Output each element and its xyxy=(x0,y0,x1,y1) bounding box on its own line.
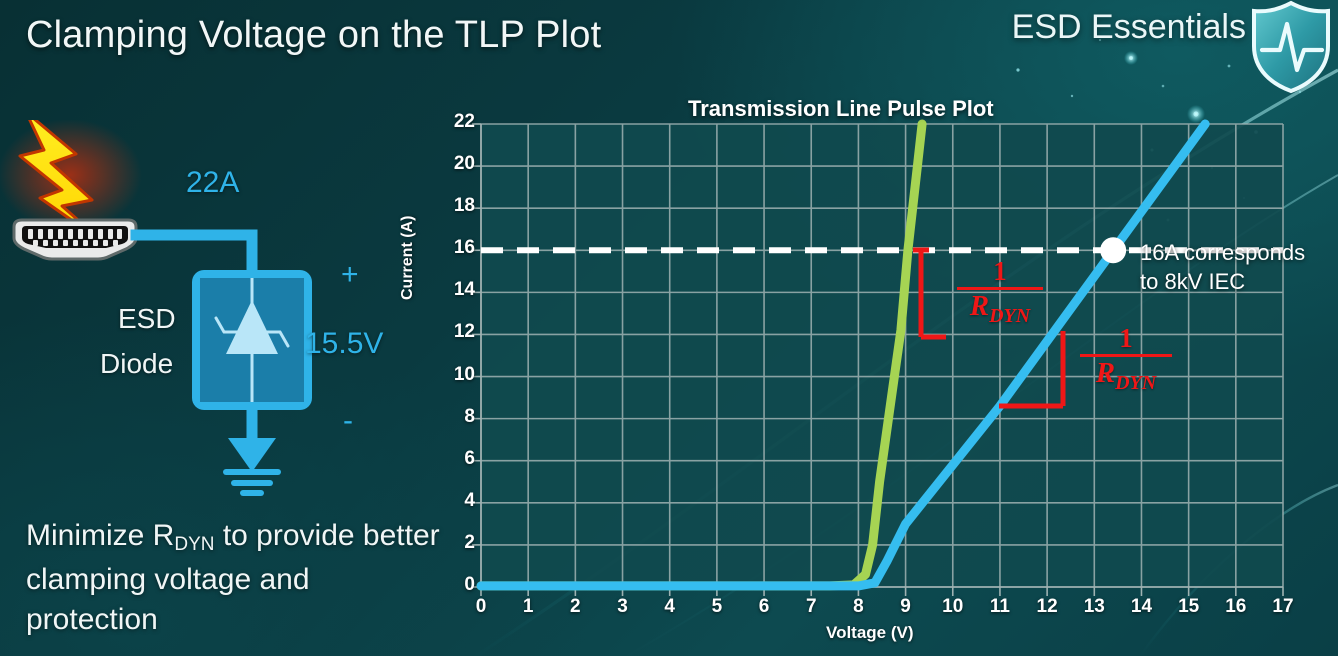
slope-numerator: 1 xyxy=(993,256,1007,286)
y-tick-4: 4 xyxy=(464,489,475,511)
x-tick-0: 0 xyxy=(475,596,487,617)
fraction-bar xyxy=(957,287,1043,290)
x-tick-labels: 0 1 2 3 4 5 6 7 8 9 10 11 12 13 14 15 16 17 xyxy=(0,596,1338,626)
clamp-voltage-label: 15.5V xyxy=(305,327,384,360)
x-tick-16: 16 xyxy=(1225,596,1247,617)
y-tick-22: 22 xyxy=(453,111,475,132)
x-tick-4: 4 xyxy=(664,596,675,617)
chart-title: Transmission Line Pulse Plot xyxy=(688,96,994,121)
x-tick-10: 10 xyxy=(942,596,964,617)
device-label-line1: ESD xyxy=(118,303,176,334)
slope-numerator: 1 xyxy=(1119,323,1133,353)
x-tick-17: 17 xyxy=(1272,596,1294,617)
bottom-note-prefix: Minimize R xyxy=(26,519,175,552)
polarity-plus-label: + xyxy=(341,258,359,291)
clamping-point-marker xyxy=(1100,237,1127,264)
axis-tick-marks xyxy=(472,123,1284,596)
y-tick-16: 16 xyxy=(453,237,475,259)
x-tick-2: 2 xyxy=(570,596,581,617)
x-tick-15: 15 xyxy=(1178,596,1200,617)
marker-annotation-line2: to 8kV IEC xyxy=(1140,269,1246,294)
slope-denominator-sub: DYN xyxy=(989,304,1031,327)
bottom-note: Minimize RDYN to provide better clamping… xyxy=(26,516,446,640)
device-label-line2: Diode xyxy=(100,348,174,379)
y-tick-14: 14 xyxy=(453,279,475,301)
x-tick-6: 6 xyxy=(758,596,770,617)
ground-symbol-icon xyxy=(223,469,281,496)
marker-annotation: 16A corresponds to 8kV IEC xyxy=(1140,238,1305,296)
series-blue xyxy=(476,119,1210,591)
y-tick-20: 20 xyxy=(453,153,475,175)
y-tick-18: 18 xyxy=(453,195,475,217)
hdmi-connector-icon xyxy=(12,218,138,261)
x-tick-11: 11 xyxy=(989,596,1010,617)
gridlines xyxy=(481,123,1284,587)
esd-protection-diagram xyxy=(0,120,312,496)
x-tick-1: 1 xyxy=(522,596,534,617)
y-axis-label: Current (A) xyxy=(399,215,416,300)
y-tick-8: 8 xyxy=(464,405,475,427)
green-slope-bracket xyxy=(913,247,946,340)
y-tick-10: 10 xyxy=(453,363,475,385)
y-tick-2: 2 xyxy=(464,531,475,553)
y-tick-6: 6 xyxy=(464,447,475,469)
slope-label-blue: 1 RDYN xyxy=(1080,325,1172,398)
x-tick-9: 9 xyxy=(900,596,911,617)
y-tick-0: 0 xyxy=(464,574,475,595)
current-arrow xyxy=(228,438,276,472)
x-tick-14: 14 xyxy=(1130,596,1153,617)
blue-slope-bracket xyxy=(999,331,1066,409)
signal-wire xyxy=(130,229,258,278)
x-tick-13: 13 xyxy=(1083,596,1105,617)
zener-diode-icon xyxy=(192,270,312,410)
slope-label-green: 1 RDYN xyxy=(957,258,1043,331)
slope-denominator-base: R xyxy=(969,290,990,322)
x-axis-label: Voltage (V) xyxy=(826,623,914,642)
bottom-note-suffix: to provide better clamping voltage and p… xyxy=(26,519,440,636)
bottom-note-subscript: DYN xyxy=(174,534,215,555)
marker-annotation-line1: 16A corresponds xyxy=(1140,240,1306,265)
y-tick-12: 12 xyxy=(453,321,475,343)
x-tick-5: 5 xyxy=(711,596,723,617)
strike-glow xyxy=(0,120,142,231)
x-tick-7: 7 xyxy=(805,596,817,617)
slope-denominator-sub: DYN xyxy=(1115,371,1157,394)
slope-denominator: RDYN xyxy=(1080,358,1172,398)
x-tick-12: 12 xyxy=(1036,596,1058,617)
slope-denominator-base: R xyxy=(1095,357,1116,389)
slope-denominator: RDYN xyxy=(957,291,1043,331)
y-tick-labels: 0 2 4 6 8 10 12 14 16 18 20 22 xyxy=(437,0,475,656)
x-tick-3: 3 xyxy=(617,596,628,617)
polarity-minus-label: - xyxy=(343,404,353,437)
fraction-bar xyxy=(1080,354,1172,357)
x-tick-8: 8 xyxy=(853,596,864,617)
page-title: Clamping Voltage on the TLP Plot xyxy=(26,14,602,56)
series-layer xyxy=(476,119,1210,591)
shield-pulse-icon xyxy=(1252,0,1330,94)
brand-title: ESD Essentials xyxy=(1011,8,1246,46)
current-label: 22A xyxy=(186,166,240,199)
